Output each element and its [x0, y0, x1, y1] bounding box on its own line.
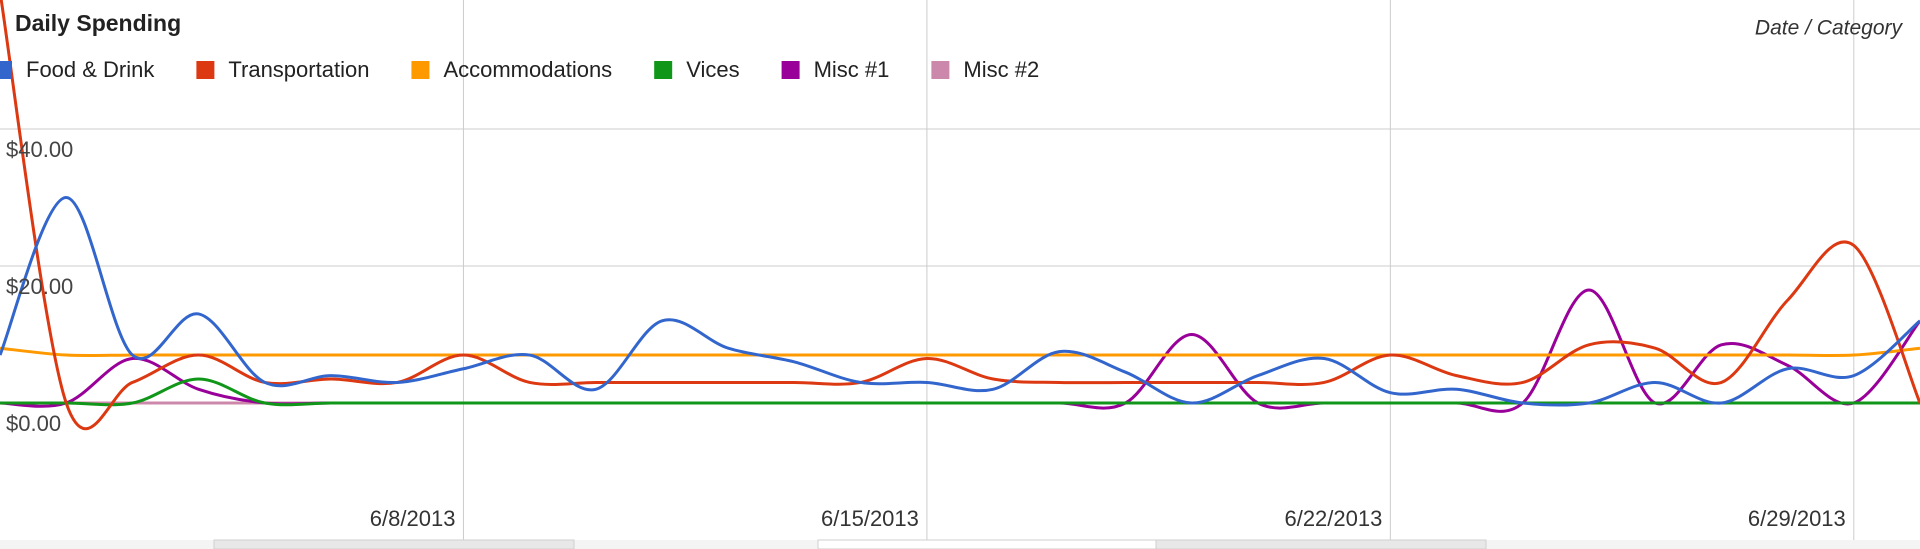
- x-tick-label: 6/22/2013: [1284, 506, 1382, 531]
- chart-title: Daily Spending: [15, 10, 181, 36]
- legend: Food & Drink Transportation Accommodations…: [0, 57, 1039, 82]
- legend-swatch: [0, 61, 12, 79]
- series-line: [0, 346, 1920, 358]
- series-line: [0, 0, 1920, 431]
- legend-swatch: [931, 61, 950, 79]
- y-tick-label: $20.00: [6, 274, 73, 299]
- y-tick-label: $0.00: [6, 411, 61, 436]
- legend-label: Accommodations: [443, 57, 612, 82]
- legend-swatch: [196, 61, 215, 79]
- legend-label: Misc #2: [963, 57, 1039, 82]
- series-line: [0, 195, 1920, 407]
- legend-label: Misc #1: [814, 57, 890, 82]
- labels: $0.00 $20.00 $40.00 6/8/2013 6/15/2013 6/22/2…: [6, 137, 1846, 531]
- series-line: [0, 288, 1920, 413]
- legend-label: Food & Drink: [26, 57, 155, 82]
- legend-label: Vices: [686, 57, 739, 82]
- bottom-tab: [1155, 539, 1487, 549]
- legend-label: Transportation: [228, 57, 369, 82]
- legend-swatch: [411, 61, 430, 79]
- axis-note: Date / Category: [1755, 17, 1904, 40]
- bottom-tab: [213, 539, 575, 549]
- legend-swatch: [654, 61, 673, 79]
- x-tick-label: 6/15/2013: [821, 506, 919, 531]
- x-tick-label: 6/29/2013: [1748, 506, 1846, 531]
- bottom-tab: [817, 539, 1159, 549]
- lines: [0, 0, 1920, 431]
- x-tick-label: 6/8/2013: [370, 506, 456, 531]
- y-tick-label: $40.00: [6, 137, 73, 162]
- legend-swatch: [781, 61, 800, 79]
